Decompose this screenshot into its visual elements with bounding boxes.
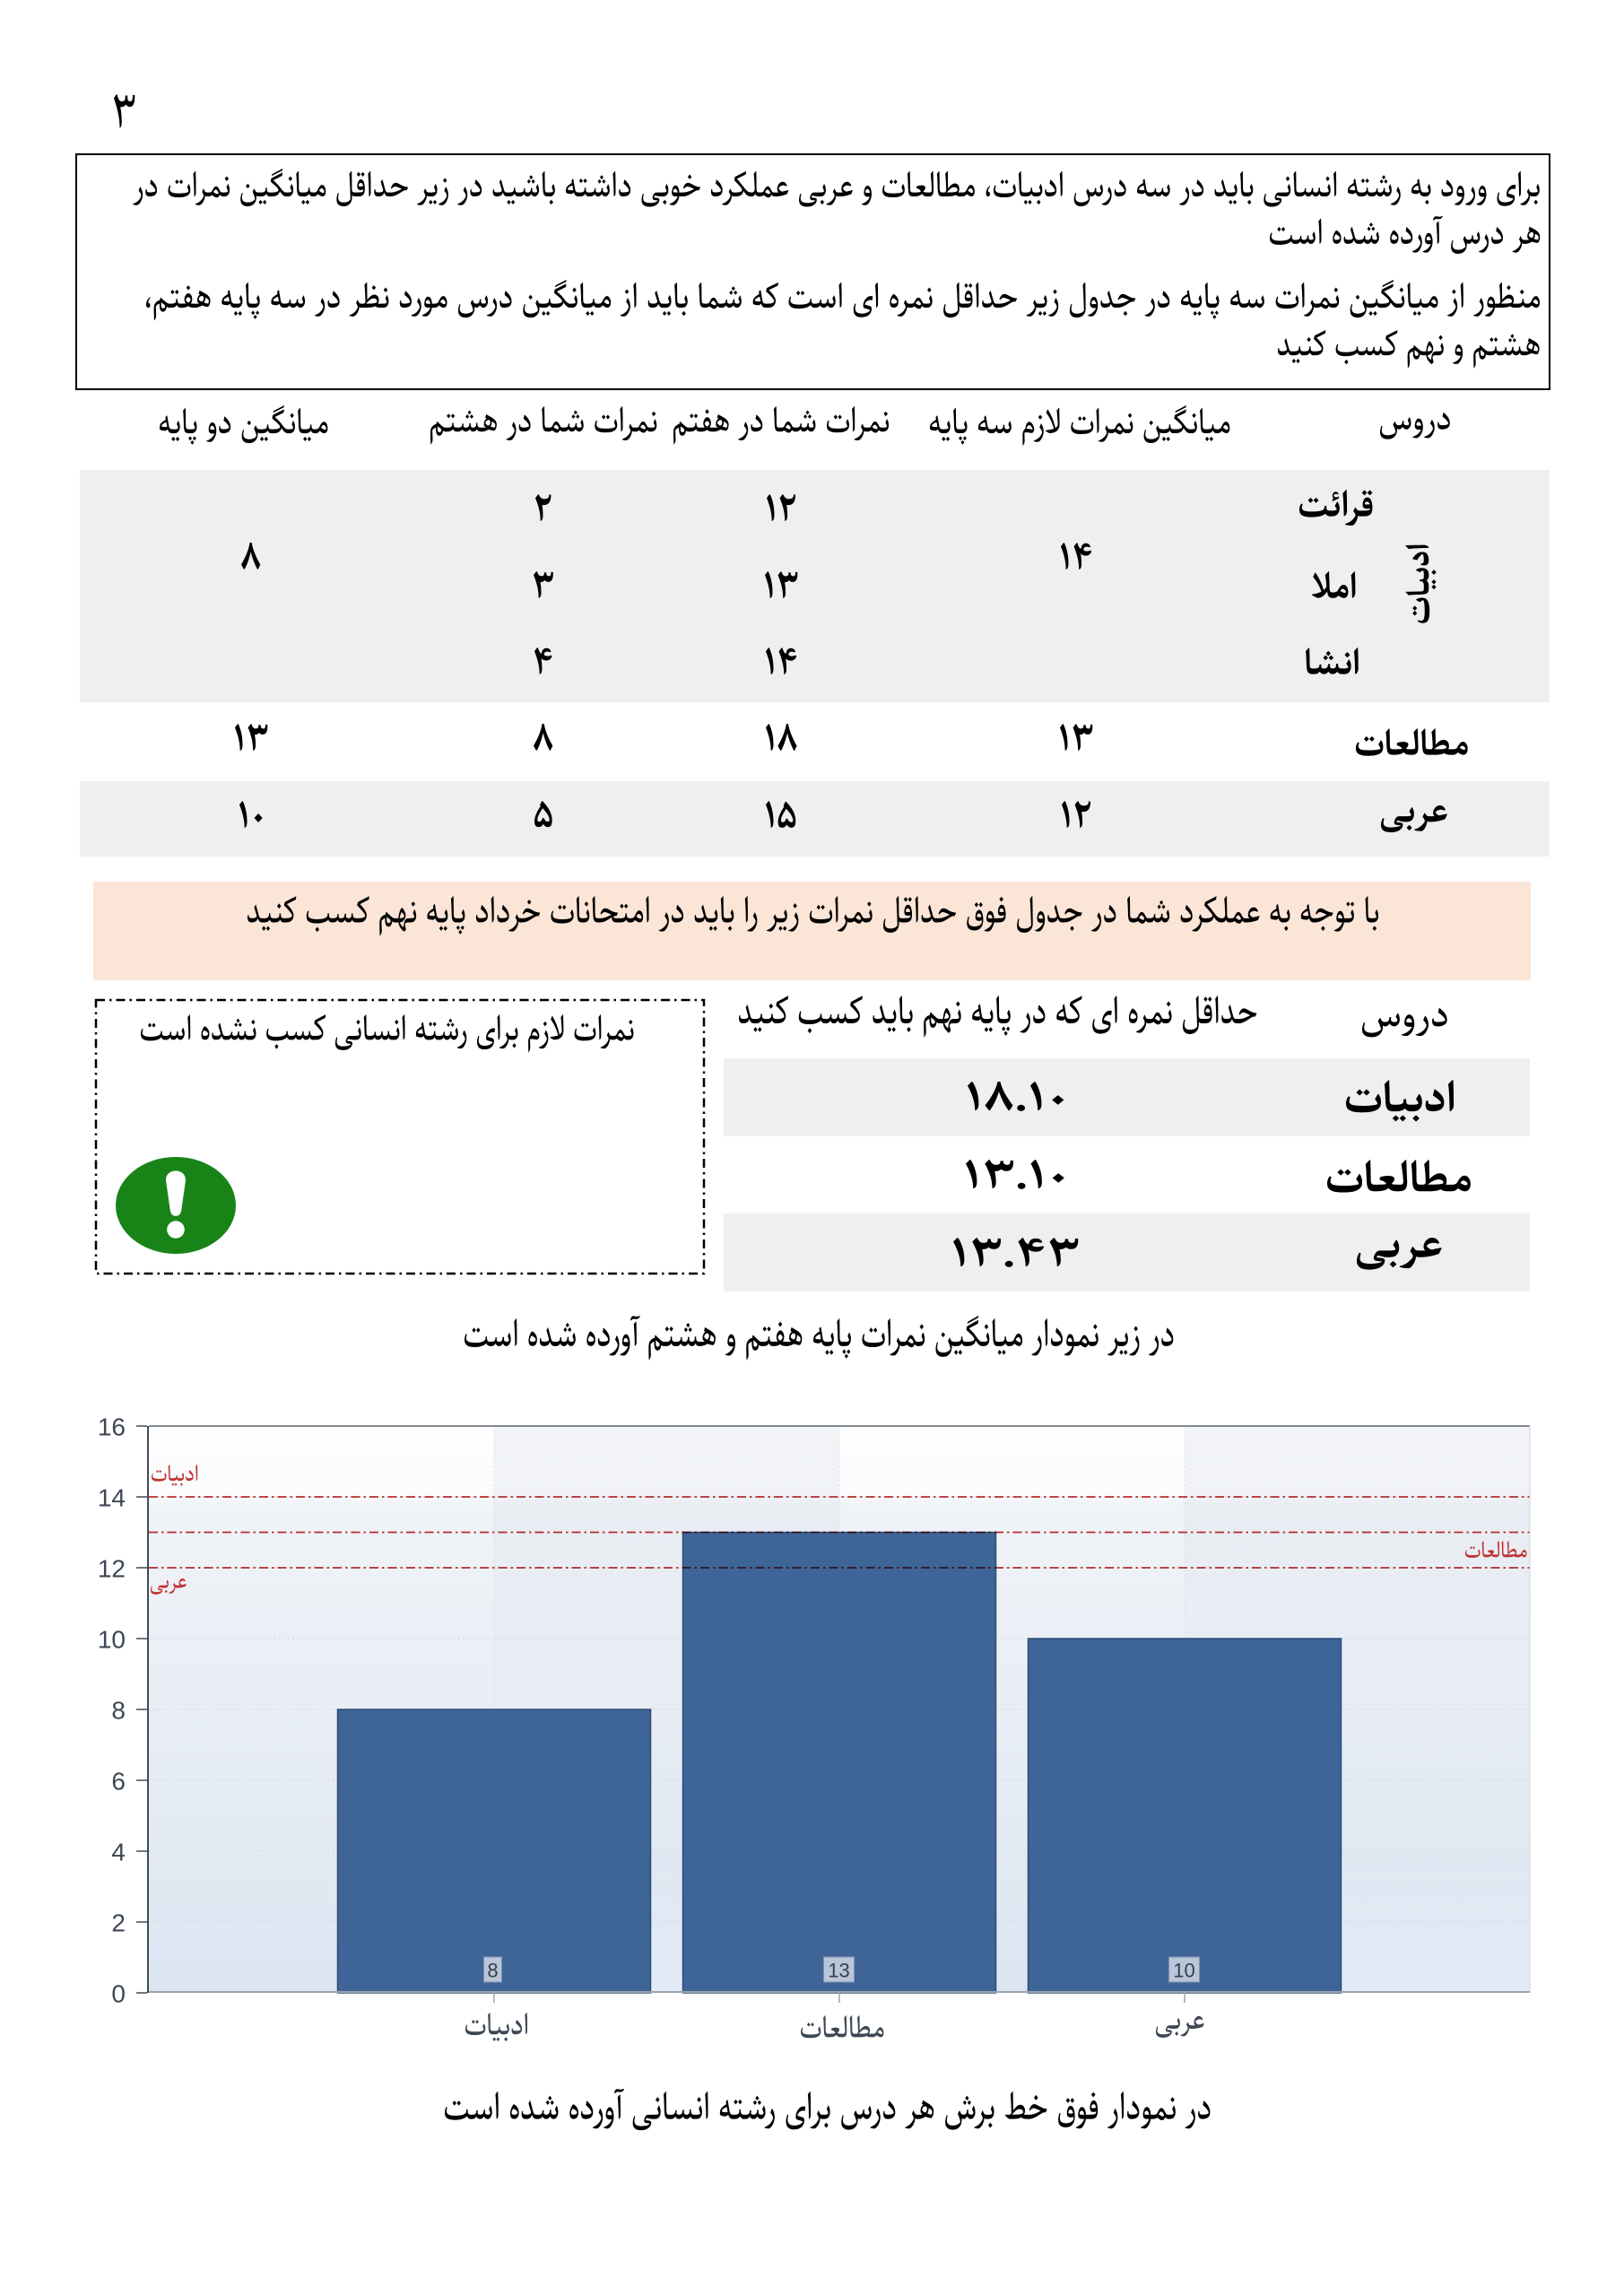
svg-text:4: 4 (111, 1839, 126, 1866)
svg-text:8: 8 (111, 1697, 126, 1725)
svg-text:16: 16 (98, 1413, 126, 1441)
svg-text:2: 2 (111, 1909, 126, 1937)
svg-text:6: 6 (111, 1768, 126, 1796)
svg-text:14: 14 (98, 1484, 126, 1512)
svg-text:0: 0 (111, 1980, 126, 2008)
svg-text:12: 12 (98, 1555, 126, 1583)
svg-text:10: 10 (98, 1626, 126, 1654)
svg-text:13: 13 (828, 1960, 849, 1982)
svg-text:8: 8 (487, 1960, 498, 1982)
svg-text:10: 10 (1173, 1960, 1194, 1982)
